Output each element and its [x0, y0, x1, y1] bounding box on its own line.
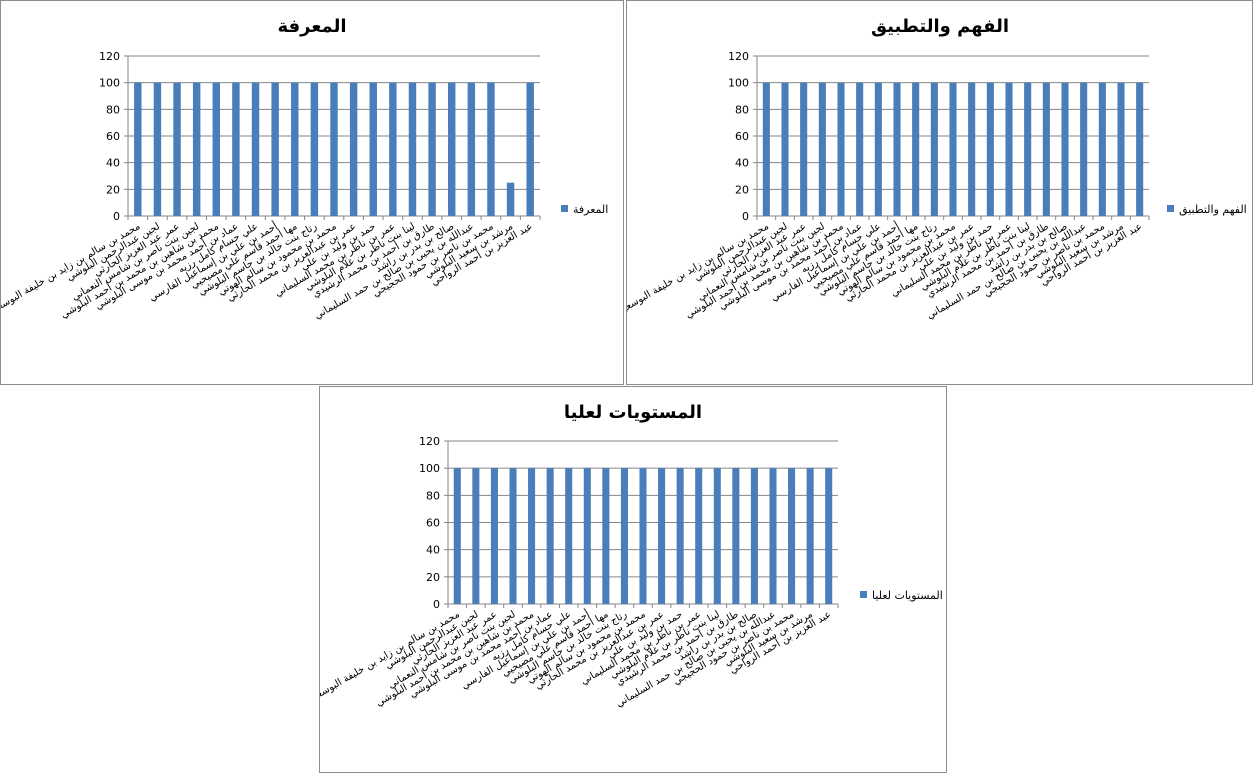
bar	[1080, 82, 1088, 217]
bar	[713, 468, 721, 604]
y-tick-label: 20	[426, 571, 440, 584]
bar	[330, 82, 338, 217]
bar	[506, 182, 515, 216]
bar	[565, 468, 573, 604]
chart-panel-higher-levels: المستويات لعليا 0 20 40 60 80 100 120 محمد بن سا…	[319, 386, 947, 773]
bar	[467, 82, 476, 217]
y-tick-label: 120	[419, 435, 440, 448]
y-tick-label: 100	[419, 462, 440, 475]
bar	[912, 82, 920, 217]
y-tick-label: 100	[728, 77, 749, 90]
bar	[762, 82, 770, 217]
y-tick-label: 0	[433, 598, 440, 611]
bar	[528, 468, 536, 604]
bar	[856, 82, 864, 217]
y-tick-label: 80	[106, 103, 120, 116]
y-tick-label: 40	[426, 544, 440, 557]
bar	[487, 82, 495, 217]
y-tick-label: 0	[742, 210, 749, 223]
legend-swatch	[561, 205, 568, 212]
bar	[968, 82, 976, 217]
bar	[291, 82, 299, 217]
legend-label: المعرفة	[573, 203, 608, 216]
bar	[676, 468, 684, 604]
bar	[583, 468, 591, 604]
y-tick-label: 100	[99, 77, 120, 90]
legend-label: المستويات لعليا	[872, 589, 943, 602]
bar	[232, 82, 240, 217]
bar	[930, 82, 938, 217]
bar	[1024, 82, 1032, 217]
bar	[271, 82, 279, 217]
bar	[389, 82, 397, 217]
y-tick-label: 20	[735, 183, 749, 196]
bar	[428, 82, 436, 217]
legend-swatch	[1167, 205, 1174, 212]
bar	[1117, 82, 1125, 217]
bar	[893, 82, 901, 217]
bar	[639, 468, 647, 604]
bar	[173, 82, 181, 217]
bar	[472, 468, 480, 604]
bar	[1098, 82, 1106, 217]
chart-title: المعرفة	[277, 16, 346, 37]
bar	[153, 82, 162, 217]
bar	[874, 82, 882, 217]
bar	[447, 82, 456, 217]
chart-panel-knowledge: المعرفة 0 20 40 60 80 100 120 محمد بن سالم بن زا…	[0, 0, 624, 385]
bar	[769, 468, 777, 604]
bar	[788, 468, 796, 604]
bar	[192, 82, 201, 217]
bar	[369, 82, 377, 217]
bar	[408, 82, 417, 217]
legend-label: الفهم والتطبيق	[1179, 203, 1247, 217]
bar	[526, 82, 534, 217]
y-tick-label: 80	[426, 489, 440, 502]
legend-swatch	[860, 591, 867, 598]
bar	[1136, 82, 1144, 217]
bar	[825, 468, 833, 604]
y-tick-label: 80	[735, 103, 749, 116]
bar	[800, 82, 808, 217]
y-tick-label: 120	[728, 50, 749, 63]
y-tick-label: 60	[735, 130, 749, 143]
bar	[658, 468, 666, 604]
y-tick-label: 0	[113, 210, 120, 223]
bar	[546, 468, 554, 604]
y-tick-label: 60	[426, 517, 440, 530]
y-tick-label: 20	[106, 183, 120, 196]
bar	[750, 468, 758, 604]
chart-title: الفهم والتطبيق	[871, 16, 1009, 37]
bar	[986, 82, 994, 217]
bar	[490, 468, 498, 604]
bar	[781, 82, 789, 217]
bar	[949, 82, 957, 217]
y-tick-label: 60	[106, 130, 120, 143]
chart-title: المستويات لعليا	[564, 402, 702, 423]
bar	[212, 82, 221, 217]
bar	[1005, 82, 1013, 217]
bar	[602, 468, 610, 604]
bar	[695, 468, 703, 604]
bar	[251, 82, 260, 217]
bar	[509, 468, 517, 604]
bar	[732, 468, 740, 604]
chart-panel-understanding: الفهم والتطبيق 0 20 40 60 80 100 120 محمد بن سال…	[626, 0, 1253, 385]
bar	[818, 82, 826, 217]
y-tick-label: 40	[106, 157, 120, 170]
bar	[806, 468, 814, 604]
bar	[310, 82, 319, 217]
y-tick-label: 120	[99, 50, 120, 63]
bar	[837, 82, 845, 217]
bar	[349, 82, 358, 217]
bar	[134, 82, 142, 217]
bar	[1061, 82, 1069, 217]
bar	[1042, 82, 1050, 217]
bar	[620, 468, 628, 604]
bar	[453, 468, 461, 604]
y-tick-label: 40	[735, 157, 749, 170]
